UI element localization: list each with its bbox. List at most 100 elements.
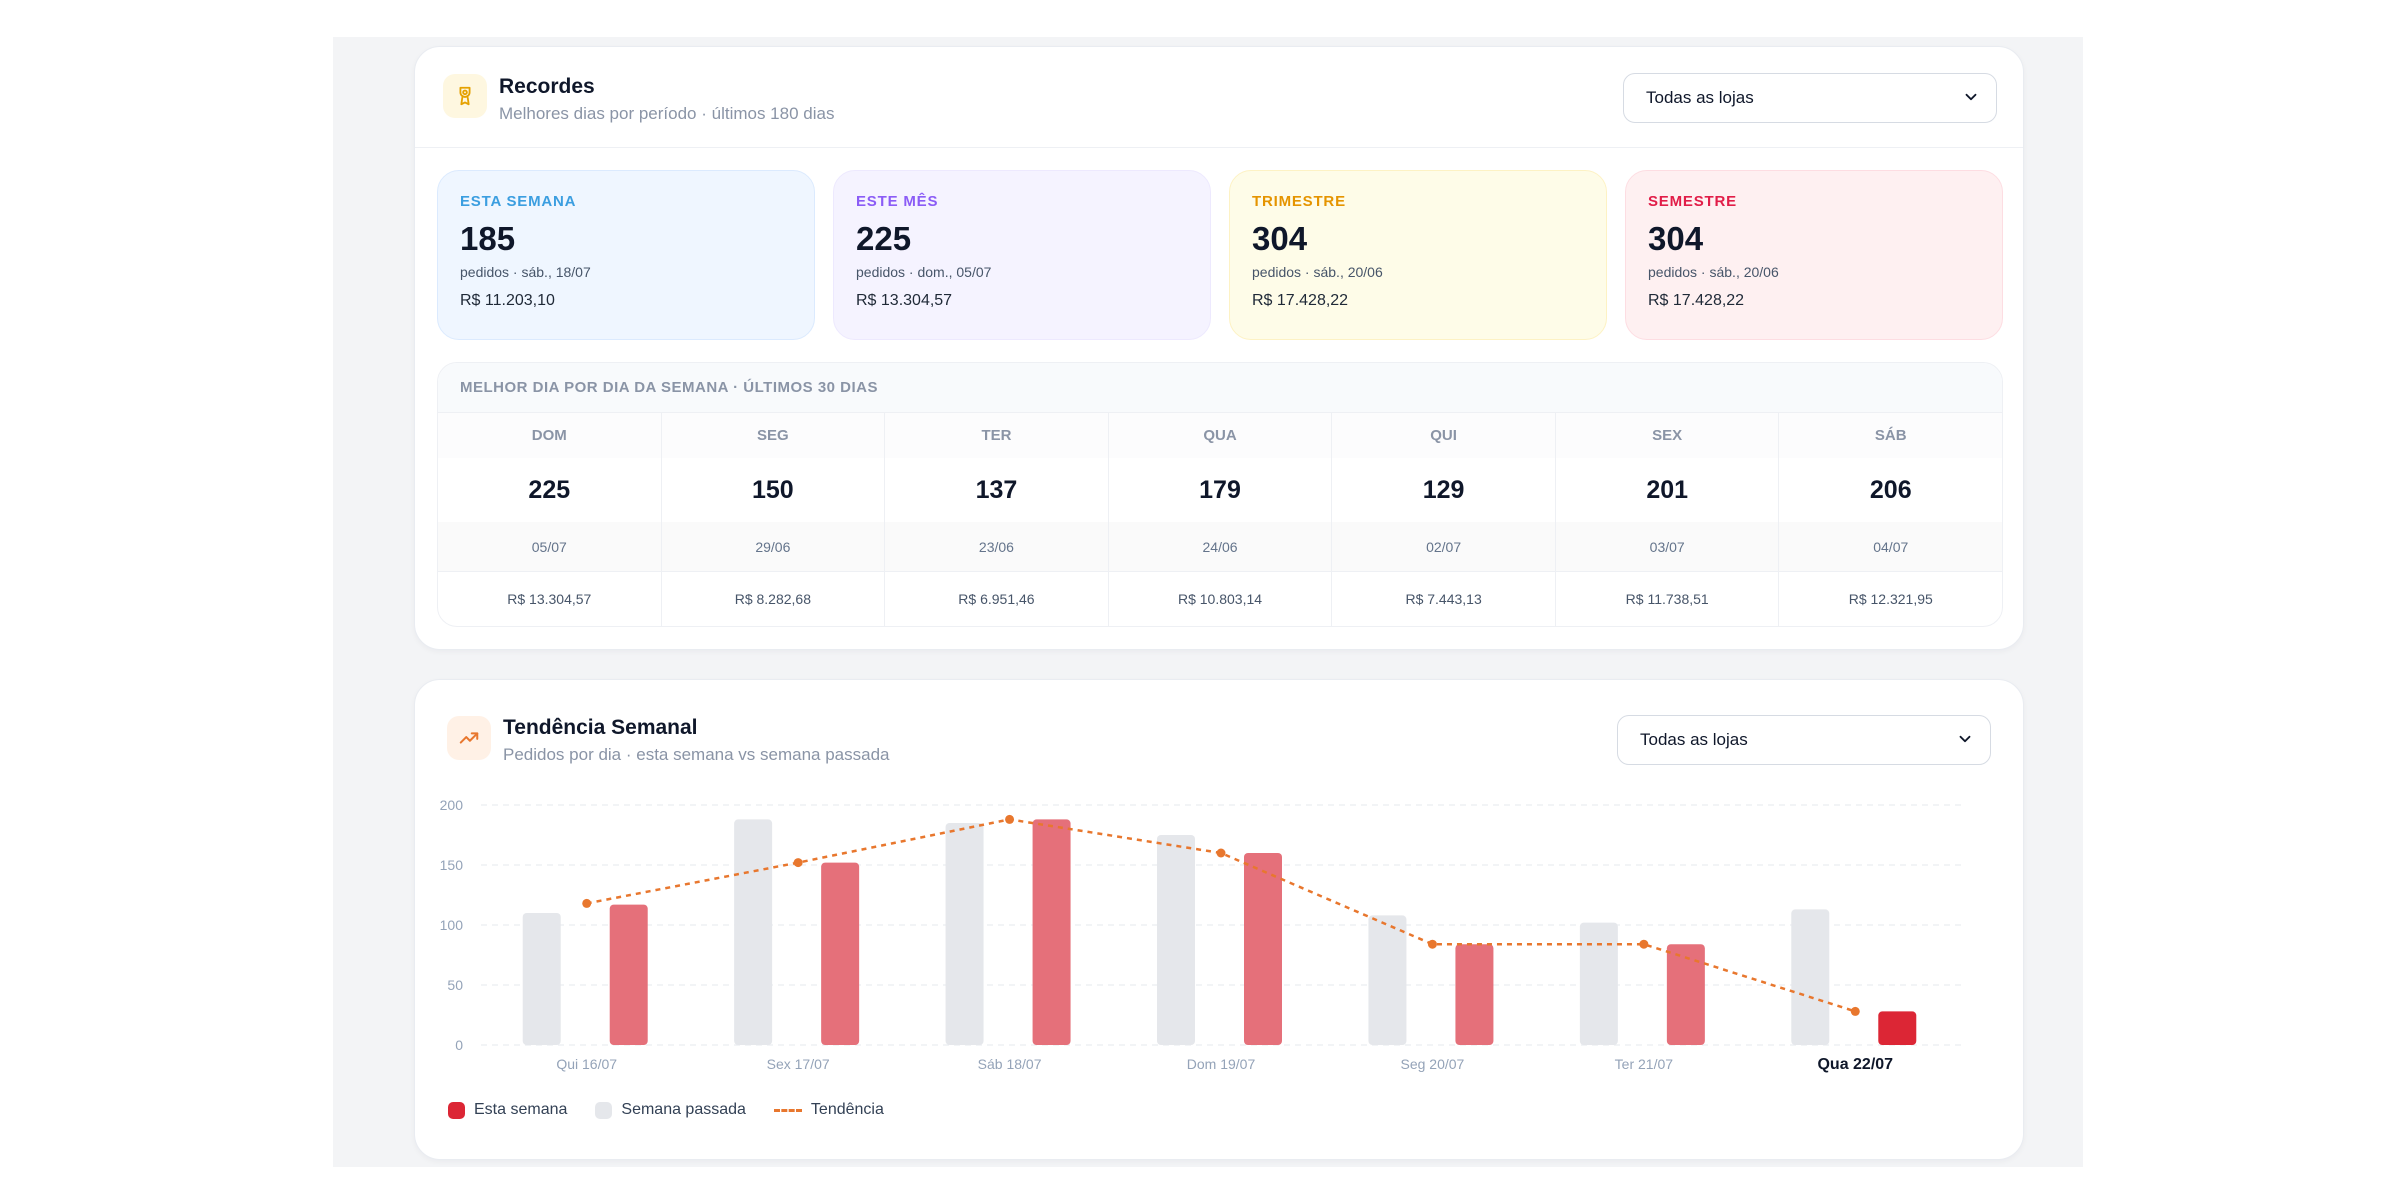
weekday-column-seg: SEG 150 29/06 R$ 8.282,68 xyxy=(661,413,886,626)
weekday-count: 225 xyxy=(528,475,571,504)
weekday-date: 03/07 xyxy=(1555,522,1779,572)
weekly-trend-chart: 0 50 100 150 200 Qui 16/07 Sex 17/07 Sáb 18/07 D… xyxy=(440,797,1961,1073)
recordes-subtitle: Melhores dias por período · últimos 180 … xyxy=(499,104,835,123)
record-card-value: 225 xyxy=(856,220,912,257)
record-card-semester: SEMESTRE 304 pedidos · sáb., 20/06 R$ 17… xyxy=(1625,170,2003,340)
weekday-money: R$ 13.304,57 xyxy=(507,591,592,607)
weekday-count: 206 xyxy=(1869,475,1912,504)
x-tick-label: Sex 17/07 xyxy=(767,1056,830,1072)
weekday-money: R$ 8.282,68 xyxy=(734,591,812,607)
recordes-card: Recordes Melhores dias por período · últ… xyxy=(414,46,2024,650)
weekday-money: R$ 12.321,95 xyxy=(1848,591,1933,607)
x-tick-label: Qua 22/07 xyxy=(1817,1056,1893,1073)
legend-swatch-trend xyxy=(773,1108,802,1112)
chart-legend: Esta semana Semana passada Tendência xyxy=(448,1101,884,1119)
bar-last-week xyxy=(1579,922,1618,1045)
trending-up-icon xyxy=(447,716,491,760)
bar-last-week xyxy=(734,819,773,1045)
trend-line xyxy=(586,818,1856,1013)
record-card-money: R$ 17.428,22 xyxy=(1648,292,1745,309)
legend-last-week: Semana passada xyxy=(595,1101,746,1119)
trend-point xyxy=(1639,939,1649,949)
weekday-date: 05/07 xyxy=(438,522,661,572)
x-tick-label: Seg 20/07 xyxy=(1401,1056,1465,1072)
legend-this-week: Esta semana xyxy=(448,1101,567,1119)
weekday-money: R$ 6.951,46 xyxy=(958,591,1035,607)
bar-this-week xyxy=(609,904,648,1045)
legend-label: Tendência xyxy=(810,1101,884,1118)
record-card-value: 304 xyxy=(1252,220,1308,257)
record-card-label: ESTE MÊS xyxy=(856,193,939,210)
trend-point xyxy=(1216,848,1226,858)
y-tick-label: 50 xyxy=(447,977,463,993)
weekday-label: QUA xyxy=(1108,413,1332,458)
tendencia-header: Tendência Semanal Pedidos por dia · esta… xyxy=(415,680,2023,780)
weekday-column-dom: DOM 225 05/07 R$ 13.304,57 xyxy=(438,413,662,626)
weekday-column-qui: QUI 129 02/07 R$ 7.443,13 xyxy=(1332,413,1556,626)
weekday-date: 24/06 xyxy=(1108,522,1332,572)
record-card-quarter: TRIMESTRE 304 pedidos · sáb., 20/06 R$ 1… xyxy=(1229,170,1607,340)
record-card-value: 304 xyxy=(1648,220,1704,257)
weekday-money: R$ 7.443,13 xyxy=(1405,591,1482,607)
bar-this-week xyxy=(1032,819,1071,1045)
record-card-money: R$ 11.203,10 xyxy=(460,292,555,309)
recordes-title: Recordes xyxy=(499,75,595,98)
weekday-date: 29/06 xyxy=(661,522,885,572)
weekday-date: 04/07 xyxy=(1779,522,2002,572)
tendencia-store-select[interactable]: Todas as lojas xyxy=(1617,715,1991,765)
weekday-count: 129 xyxy=(1422,475,1465,504)
bar-this-week xyxy=(1878,1011,1917,1045)
weekday-label: QUI xyxy=(1332,413,1555,458)
weekday-count: 137 xyxy=(975,475,1018,504)
record-card-week: ESTA SEMANA 185 pedidos · sáb., 18/07 R$… xyxy=(437,170,815,340)
weekday-money: R$ 10.803,14 xyxy=(1177,591,1263,607)
record-cards-row: ESTA SEMANA 185 pedidos · sáb., 18/07 R$… xyxy=(437,170,2003,340)
bar-last-week xyxy=(1157,835,1195,1045)
chevron-down-icon xyxy=(1962,88,1980,111)
y-tick-label: 100 xyxy=(440,917,464,933)
record-card-month: ESTE MÊS 225 pedidos · dom., 05/07 R$ 13… xyxy=(833,170,1211,340)
weekday-label: TER xyxy=(885,413,1108,458)
tendencia-subtitle: Pedidos por dia · esta semana vs semana … xyxy=(503,745,890,764)
record-card-label: SEMESTRE xyxy=(1648,193,1737,210)
bar-this-week xyxy=(1455,944,1494,1045)
record-card-meta: pedidos · sáb., 20/06 xyxy=(1252,264,1383,280)
recordes-store-select[interactable]: Todas as lojas xyxy=(1623,73,1997,123)
bar-last-week xyxy=(1791,909,1830,1045)
trend-point xyxy=(1005,814,1015,824)
weekday-label: SEG xyxy=(661,413,885,458)
weekday-best-table: MELHOR DIA POR DIA DA SEMANA · ÚLTIMOS 3… xyxy=(437,362,2003,627)
x-tick-label: Dom 19/07 xyxy=(1187,1056,1256,1072)
weekday-column-sab: SÁB 206 04/07 R$ 12.321,95 xyxy=(1779,413,2002,626)
x-tick-label: Qui 16/07 xyxy=(556,1056,617,1072)
weekday-date: 02/07 xyxy=(1332,522,1555,572)
weekday-column-sex: SEX 201 03/07 R$ 11.738,51 xyxy=(1555,413,1780,626)
record-card-meta: pedidos · sáb., 20/06 xyxy=(1648,264,1779,280)
weekday-money: R$ 11.738,51 xyxy=(1625,591,1709,607)
trophy-icon xyxy=(443,74,487,118)
weekday-date: 23/06 xyxy=(885,522,1108,572)
bar-this-week xyxy=(1244,853,1282,1045)
trend-point xyxy=(582,898,592,908)
weekday-column-ter: TER 137 23/06 R$ 6.951,46 xyxy=(885,413,1109,626)
chevron-down-icon xyxy=(1956,730,1974,753)
bar-this-week xyxy=(1666,944,1705,1045)
record-card-label: TRIMESTRE xyxy=(1252,193,1346,210)
weekday-count: 179 xyxy=(1199,475,1241,504)
record-card-meta: pedidos · sáb., 18/07 xyxy=(460,264,591,280)
trend-point xyxy=(1850,1006,1860,1016)
weekday-column-qua: QUA 179 24/06 R$ 10.803,14 xyxy=(1108,413,1333,626)
weekday-label: SEX xyxy=(1555,413,1779,458)
tendencia-card: Tendência Semanal Pedidos por dia · esta… xyxy=(414,679,2024,1160)
weekday-table-grid: DOM 225 05/07 R$ 13.304,57 SEG 150 29/06… xyxy=(438,413,2002,626)
bar-last-week xyxy=(1368,915,1407,1045)
legend-label: Esta semana xyxy=(474,1101,568,1118)
bar-this-week xyxy=(821,862,860,1045)
legend-swatch-this-week xyxy=(448,1101,465,1119)
weekday-label: DOM xyxy=(438,413,661,458)
bar-last-week xyxy=(945,823,984,1045)
y-tick-label: 200 xyxy=(440,797,464,813)
record-card-label: ESTA SEMANA xyxy=(460,193,577,210)
record-card-meta: pedidos · dom., 05/07 xyxy=(856,264,992,280)
weekday-count: 201 xyxy=(1646,475,1689,504)
